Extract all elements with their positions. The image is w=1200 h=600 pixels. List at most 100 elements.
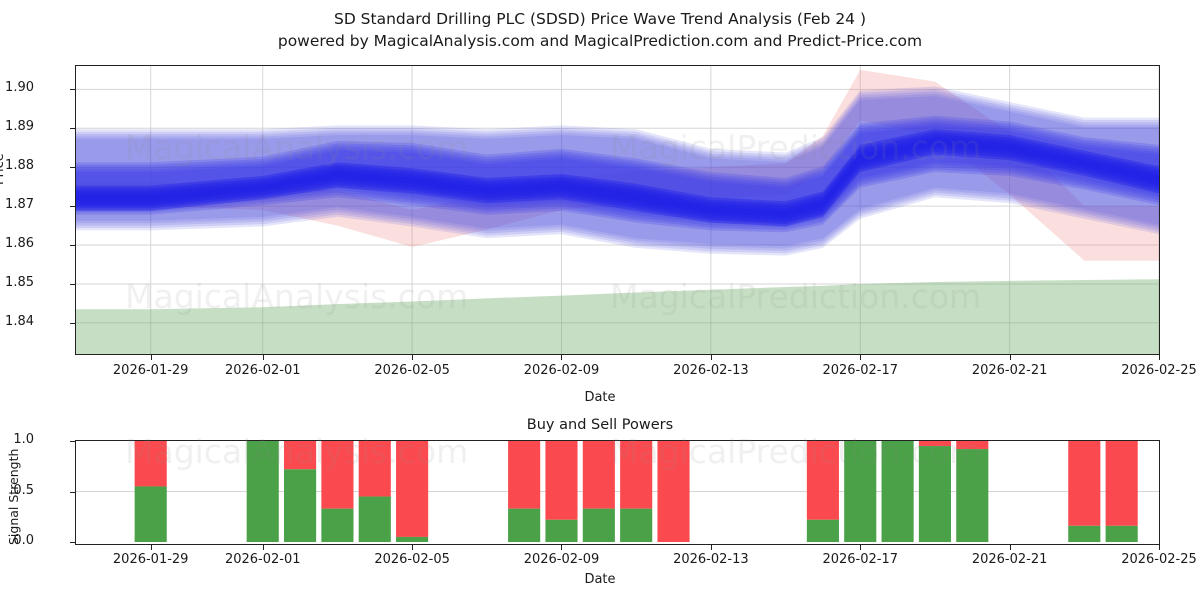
price-y-tick-label-0: 1.84 [5,313,34,329]
band-mid-blue-band [76,120,1159,228]
powers-x-tick-mark-2 [412,545,414,550]
powers-y-tick-mark-0 [70,542,75,543]
bar-sell-2026-02-23 [1068,441,1101,526]
band-mid-blue-band [76,115,1159,223]
bar-buy-2026-02-08 [508,508,541,542]
bar-sell-2026-02-10 [582,441,615,509]
band-mid-blue-band [76,125,1159,233]
powers-x-tick-mark-6 [1009,545,1011,550]
band-outer-blue-band [76,93,1159,254]
title-line-2: powered by MagicalAnalysis.com and Magic… [277,32,923,50]
powers-x-tick-label-2: 2026-02-05 [374,552,450,567]
band-inner-blue-core [76,131,1159,220]
price-x-tick-label-6: 2026-02-21 [971,363,1048,378]
bar-buy-2026-02-19 [918,446,951,542]
price-x-tick-label-0: 2026-01-29 [112,363,189,378]
powers-x-tick-label-4: 2026-02-13 [673,552,749,567]
price-x-tick-mark-6 [1009,355,1011,360]
bar-buy-2026-02-10 [582,508,615,542]
powers-y-tick-label-1: 0.5 [13,482,34,498]
price-x-tick-label-4: 2026-02-13 [673,363,749,378]
bar-buy-2026-02-04 [358,496,391,542]
bar-sell-2026-02-16 [806,441,839,520]
bar-buy-2026-02-16 [806,519,839,542]
price-x-tick-mark-2 [412,355,414,360]
powers-y-tick-mark-1 [70,491,75,493]
title-line-1: SD Standard Drilling PLC (SDSD) Price Wa… [333,10,867,28]
price-x-tick-mark-4 [710,355,712,360]
powers-x-tick-label-1: 2026-02-01 [224,552,301,567]
powers-y-tick-mark-2 [70,441,75,442]
page-title: SD Standard Drilling PLC (SDSD) Price Wa… [0,8,1200,52]
price-y-tick-mark-0 [70,322,75,324]
bar-sell-2026-02-19 [918,441,951,447]
bar-buy-2026-02-02 [284,469,317,542]
band-pink-wave-band [76,69,1159,261]
price-y-tick-mark-1 [70,283,75,285]
band-outer-blue-band [76,86,1159,247]
band-green-support-band [76,279,1159,354]
bar-buy-2026-02-23 [1068,525,1101,542]
bar-buy-2026-02-20 [956,449,989,542]
bar-buy-2026-01-29 [134,486,167,542]
price-y-tick-label-1: 1.85 [5,274,34,290]
price-chart-plot-area [75,65,1160,355]
bar-buy-2026-02-17 [844,441,877,542]
bar-sell-2026-02-03 [321,441,354,509]
bar-buy-2026-02-11 [620,508,653,542]
band-mid-blue-band [76,122,1159,230]
bar-sell-2026-02-04 [358,441,391,497]
powers-x-tick-mark-4 [710,545,712,550]
bar-sell-2026-02-11 [620,441,653,509]
bar-sell-2026-02-05 [396,441,429,537]
powers-x-tick-mark-7 [1159,545,1160,550]
price-y-tick-mark-6 [70,89,75,91]
price-y-tick-label-3: 1.87 [5,197,34,213]
powers-x-tick-label-3: 2026-02-09 [523,552,600,567]
bar-sell-2026-02-24 [1105,441,1138,526]
powers-y-tick-label-0: 0.0 [13,533,34,548]
bar-sell-2026-02-09 [545,441,578,520]
powers-x-tick-mark-0 [150,545,152,550]
price-y-tick-label-2: 1.86 [5,236,34,252]
bar-buy-2026-02-18 [881,441,914,542]
band-outer-blue-band [76,96,1159,256]
price-x-tick-mark-5 [860,355,862,360]
bar-buy-2026-02-03 [321,508,354,542]
powers-x-tick-mark-1 [262,545,264,550]
band-outer-blue-band [76,88,1159,249]
price-x-tick-mark-0 [150,355,152,360]
price-chart-svg [76,66,1159,354]
bar-buy-2026-02-24 [1105,525,1138,542]
band-inner-blue-core [76,129,1159,217]
powers-x-tick-mark-5 [860,545,862,550]
price-x-tick-label-5: 2026-02-17 [822,363,899,378]
price-x-tick-mark-1 [262,355,264,360]
price-y-tick-mark-2 [70,245,75,247]
band-inner-blue-core [76,138,1159,227]
powers-chart-svg [76,441,1159,542]
bar-sell-2026-02-20 [956,441,989,450]
price-y-tick-mark-5 [70,128,75,130]
price-x-tick-label-3: 2026-02-09 [523,363,600,378]
band-mid-blue-band [76,118,1159,226]
price-y-tick-mark-3 [70,206,75,208]
powers-x-tick-label-6: 2026-02-21 [971,552,1048,567]
price-y-tick-label-4: 1.88 [5,158,34,174]
bar-sell-2026-01-29 [134,441,167,487]
price-y-tick-label-6: 1.90 [5,80,34,96]
bar-sell-2026-02-12 [657,441,690,542]
powers-y-tick-label-2: 1.0 [13,432,34,447]
powers-x-tick-label-0: 2026-01-29 [112,552,189,567]
powers-x-tick-label-5: 2026-02-17 [822,552,899,567]
powers-chart-title: Buy and Sell Powers [526,417,674,433]
price-x-tick-label-1: 2026-02-01 [224,363,301,378]
price-x-axis-label: Date [584,390,616,405]
price-y-tick-label-5: 1.89 [5,119,34,135]
bar-buy-2026-02-01 [246,441,279,542]
price-x-tick-mark-7 [1159,355,1160,360]
band-outer-blue-band [76,91,1159,251]
price-x-tick-mark-3 [561,355,563,360]
bar-buy-2026-02-09 [545,519,578,542]
